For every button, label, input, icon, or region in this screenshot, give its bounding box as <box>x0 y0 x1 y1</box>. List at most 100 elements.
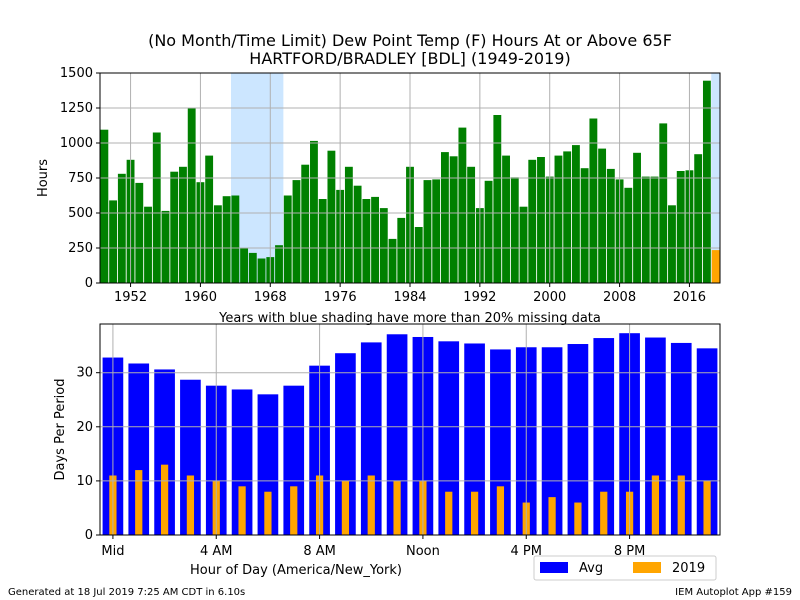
x-tick-label: 8 AM <box>303 544 336 559</box>
year-bar <box>344 166 353 283</box>
plot-frame <box>99 323 721 536</box>
y-axis-label: Hours <box>36 159 51 197</box>
year-bar <box>248 252 257 283</box>
y-tick-label: 1500 <box>60 66 93 81</box>
yearly-hours-chart: 1952 1960 1968 1976 1984 1992 2000 2008 2016 0 250… <box>36 66 721 326</box>
y-tick-label: 250 <box>68 241 93 256</box>
year2019-bar <box>651 475 660 535</box>
year-bar <box>441 152 449 283</box>
year-bar <box>502 155 510 283</box>
x-tick-label: 1960 <box>184 290 217 305</box>
year-bar <box>161 210 170 283</box>
year-bar <box>414 227 423 283</box>
avg-bar <box>438 341 460 535</box>
avg-bar <box>567 344 589 535</box>
year-bar <box>362 199 371 283</box>
year-bar <box>606 168 615 283</box>
year-bar <box>152 132 161 283</box>
year-bar <box>117 173 126 283</box>
x-tick-label: 4 PM <box>511 544 542 559</box>
year-bar <box>170 171 179 283</box>
y-tick-label: 0 <box>85 276 93 291</box>
x-tick-label: 1952 <box>114 290 147 305</box>
year-bar <box>528 159 537 283</box>
avg-bar <box>231 389 253 535</box>
x-tick-label: 1968 <box>254 290 287 305</box>
year-bar <box>213 205 222 283</box>
legend-swatch-2019 <box>633 562 661 573</box>
year-bar <box>423 180 432 283</box>
avg-bar <box>128 363 150 535</box>
x-axis-label: Years with blue shading have more than 2… <box>218 311 601 326</box>
year-bar <box>292 180 301 283</box>
footer-app: IEM Autoplot App #159 <box>675 587 792 598</box>
year-bar <box>467 166 476 283</box>
year2019-bar <box>186 475 195 535</box>
year-bar <box>554 155 563 283</box>
avg-bar <box>180 379 201 535</box>
year-bar <box>397 217 406 283</box>
y-tick-label: 20 <box>76 420 93 435</box>
legend-swatch-avg <box>540 562 568 573</box>
avg-bar <box>283 385 305 535</box>
year-bar <box>240 248 249 283</box>
year-bar <box>257 258 266 283</box>
avg-bar <box>335 353 356 535</box>
year-bar <box>641 176 650 283</box>
year-bar <box>144 206 152 283</box>
year-bar <box>493 115 502 283</box>
year-bar <box>275 245 283 283</box>
year2019-bar <box>548 497 556 535</box>
avg-bar <box>257 394 279 535</box>
year-bar <box>327 150 336 283</box>
year-bar <box>205 155 214 283</box>
avg-bar <box>696 348 718 535</box>
year2019-bar <box>470 491 479 535</box>
legend-label-avg: Avg <box>579 561 603 576</box>
year-bar <box>633 152 641 283</box>
year-bar <box>379 208 388 283</box>
year2019-bar <box>135 470 143 535</box>
year2019-bar <box>290 486 298 535</box>
y-tick-label: 10 <box>76 474 93 489</box>
x-tick-label: 2008 <box>603 290 636 305</box>
year-bar <box>222 196 231 283</box>
year-bar <box>100 129 109 283</box>
year-bar <box>668 205 676 283</box>
footer-generated: Generated at 18 Jul 2019 7:25 AM CDT in … <box>8 587 245 598</box>
y-axis-label: Days Per Period <box>53 379 68 481</box>
year-bar <box>231 195 240 283</box>
year2019-bar <box>574 502 582 535</box>
year-bar <box>589 118 598 283</box>
year-bar <box>179 166 187 283</box>
y-tick-label: 750 <box>68 171 93 186</box>
avg-bar <box>386 334 408 535</box>
year2019-bar <box>445 491 453 535</box>
year-bar <box>458 127 467 283</box>
year-bar <box>283 195 292 283</box>
year-bar <box>659 123 668 284</box>
year-bar <box>537 157 545 283</box>
x-tick-label: 8 PM <box>614 544 645 559</box>
legend: Avg 2019 <box>533 555 717 581</box>
year2019-bar <box>341 480 350 535</box>
year-bar <box>109 200 118 283</box>
year-bar <box>571 145 580 283</box>
x-tick-label: 2000 <box>533 290 566 305</box>
year-bar <box>519 206 528 283</box>
avg-bar <box>490 349 511 535</box>
year-bar <box>449 156 458 283</box>
avg-bar <box>464 343 485 535</box>
year-bar <box>318 199 327 283</box>
year-bar <box>563 151 572 283</box>
legend-label-2019: 2019 <box>672 561 705 576</box>
year-bar <box>484 180 493 283</box>
x-tick-label: Mid <box>101 544 124 559</box>
year-bar <box>432 179 441 283</box>
year2019-bar <box>160 464 169 535</box>
x-axis-label: Hour of Day (America/New_York) <box>190 563 402 578</box>
current-year-bar <box>711 250 720 283</box>
y-tick-label: 1000 <box>60 136 93 151</box>
chart-title-line1: (No Month/Time Limit) Dew Point Temp (F)… <box>148 31 672 50</box>
